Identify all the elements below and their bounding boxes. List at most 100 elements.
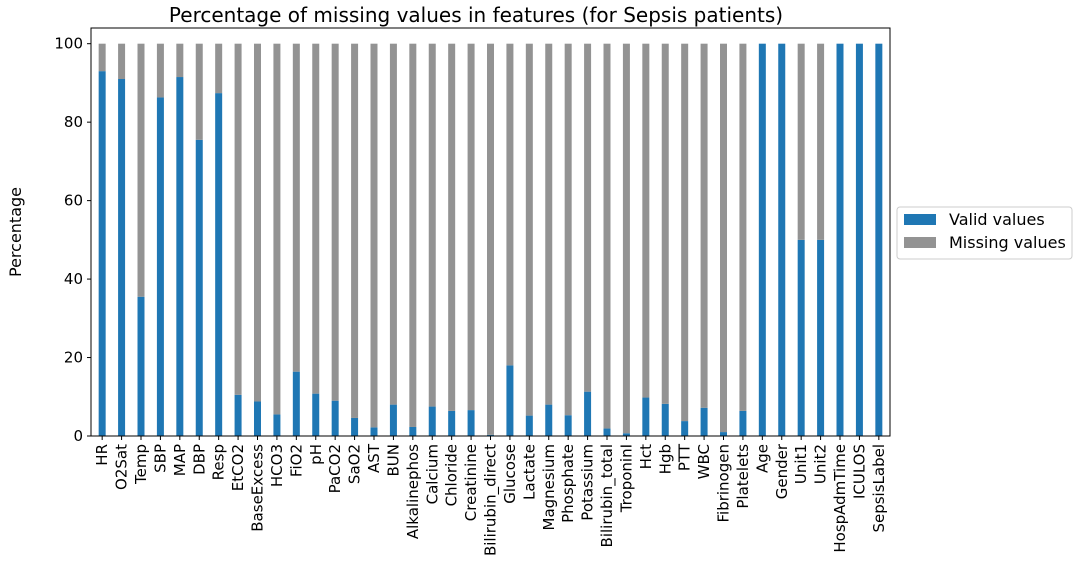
x-tick-label: Glucose <box>501 444 519 504</box>
bar-valid-bilirubin_direct <box>487 434 494 436</box>
bar-missing-bilirubin_direct <box>487 43 494 435</box>
bar-valid-temp <box>137 296 145 436</box>
bar-missing-baseexcess <box>254 43 261 402</box>
bar-valid-age <box>758 43 766 436</box>
x-tick-label: Potassium <box>579 444 597 521</box>
bar-missing-ptt <box>681 43 689 422</box>
legend: Valid values Missing values <box>896 206 1073 260</box>
x-tick-label: Hct <box>637 444 655 470</box>
bar-valid-hr <box>98 71 106 437</box>
x-tick-label: PTT <box>676 443 694 471</box>
x-tick-label: WBC <box>695 444 713 479</box>
bar-missing-temp <box>137 43 145 297</box>
x-tick-label: Age <box>753 444 771 473</box>
bar-valid-troponini <box>622 433 630 436</box>
x-tick-label: Alkalinephos <box>404 444 422 539</box>
bar-valid-hgb <box>661 403 669 436</box>
bar-valid-magnesium <box>545 404 553 436</box>
bar-missing-platelets <box>739 43 747 411</box>
bar-missing-lactate <box>525 43 533 416</box>
bar-valid-o2sat <box>118 79 126 436</box>
bar-valid-ast <box>370 427 378 436</box>
bar-valid-wbc <box>700 407 708 436</box>
bar-valid-dbp <box>195 139 203 436</box>
legend-label-valid: Valid values <box>949 210 1045 229</box>
bar-valid-platelets <box>739 410 747 436</box>
bar-valid-calcium <box>428 406 436 436</box>
y-tick-label: 40 <box>64 270 83 288</box>
x-tick-label: HR <box>93 444 111 466</box>
x-tick-label: Magnesium <box>540 444 558 531</box>
x-tick-label: Calcium <box>423 444 441 504</box>
x-tick-label: Resp <box>210 444 228 480</box>
x-tick-label: SBP <box>151 444 169 473</box>
bar-valid-unit2 <box>817 239 825 436</box>
bar-missing-paco2 <box>331 43 339 401</box>
x-tick-label: Phosphate <box>559 444 577 523</box>
x-tick-label: Unit1 <box>792 444 810 484</box>
bar-valid-bun <box>389 404 397 436</box>
x-tick-label: MAP <box>171 444 189 476</box>
x-tick-label: PaCO2 <box>326 444 344 493</box>
bar-valid-iculos <box>855 43 863 436</box>
bar-missing-troponini <box>622 43 630 434</box>
x-tick-label: BaseExcess <box>249 444 267 532</box>
bar-missing-ph <box>312 43 320 394</box>
x-tick-label: O2Sat <box>113 444 131 490</box>
bar-missing-magnesium <box>545 43 553 405</box>
y-axis: 0 20 40 60 80 100 <box>54 35 91 445</box>
y-tick-label: 20 <box>64 349 83 367</box>
bar-missing-wbc <box>700 43 708 408</box>
legend-label-missing: Missing values <box>949 233 1066 252</box>
bar-missing-resp <box>215 43 223 94</box>
x-tick-label: Chloride <box>443 444 461 506</box>
y-tick-label: 60 <box>64 192 83 210</box>
bar-valid-etco2 <box>234 394 242 436</box>
bar-valid-fibrinogen <box>720 432 727 436</box>
x-tick-label: EtCO2 <box>229 444 247 491</box>
x-tick-label: FiO2 <box>287 444 305 477</box>
bar-missing-etco2 <box>234 43 242 395</box>
x-tick-label: BUN <box>384 444 402 477</box>
x-axis: HR O2Sat Temp SBP MAP DBP Resp EtCO2 BaseExcess H… <box>93 436 888 556</box>
bar-missing-sao2 <box>351 43 359 418</box>
bar-valid-hco3 <box>273 414 281 436</box>
bar-valid-ptt <box>681 421 689 436</box>
x-tick-label: Fibrinogen <box>715 444 733 523</box>
bar-valid-alkalinephos <box>409 426 417 436</box>
x-tick-label: TroponinI <box>617 444 635 513</box>
legend-box <box>896 206 1073 260</box>
chart-title: Percentage of missing values in features… <box>169 3 783 27</box>
bar-valid-phosphate <box>564 415 572 436</box>
bar-missing-hr <box>98 43 106 72</box>
bar-missing-glucose <box>506 43 514 366</box>
bar-missing-ast <box>370 43 378 428</box>
x-tick-label: Hgb <box>656 444 674 474</box>
bar-missing-dbp <box>195 43 203 140</box>
bar-valid-potassium <box>584 391 592 436</box>
bar-valid-unit1 <box>797 239 805 436</box>
bar-missing-potassium <box>584 43 592 392</box>
bar-valid-chloride <box>448 410 456 436</box>
bar-missing-chloride <box>448 43 456 411</box>
bar-valid-sepsislabel <box>875 43 883 436</box>
x-tick-label: SaO2 <box>346 444 364 484</box>
bar-missing-unit2 <box>817 43 825 240</box>
bar-missing-alkalinephos <box>409 43 417 427</box>
bar-missing-map <box>176 43 184 78</box>
legend-swatch-missing <box>904 237 936 248</box>
y-tick-label: 80 <box>64 113 83 131</box>
x-tick-label: Temp <box>132 444 150 485</box>
bar-missing-bun <box>389 43 397 405</box>
y-tick-label: 0 <box>73 427 83 445</box>
bar-missing-hgb <box>661 43 669 404</box>
bar-missing-hco3 <box>273 43 281 415</box>
bar-missing-bilirubin_total <box>603 43 611 429</box>
x-tick-label: Creatinine <box>462 444 480 521</box>
x-tick-label: Unit2 <box>812 444 830 484</box>
bar-valid-resp <box>215 93 223 437</box>
bar-valid-glucose <box>506 365 514 436</box>
x-tick-label: HCO3 <box>268 444 286 487</box>
x-tick-label: Platelets <box>734 444 752 509</box>
